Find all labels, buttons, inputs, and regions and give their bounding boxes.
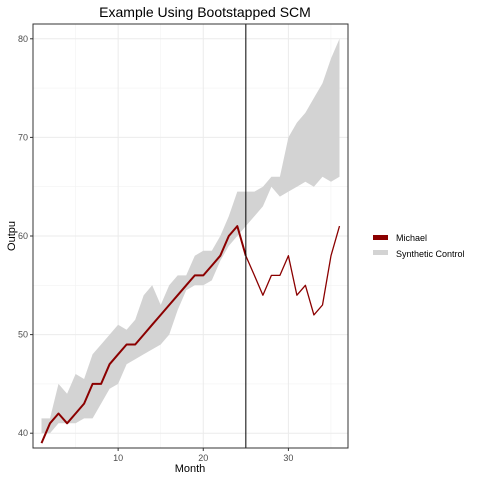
y-tick-label: 40 xyxy=(18,428,28,438)
x-tick-label: 20 xyxy=(198,453,208,463)
x-axis: 10 20 30 xyxy=(113,448,293,463)
y-tick-label: 80 xyxy=(18,34,28,44)
chart-title: Example Using Bootstapped SCM xyxy=(99,4,311,20)
legend-label-michael: Michael xyxy=(396,233,427,243)
y-tick-label: 60 xyxy=(18,231,28,241)
legend: Michael Synthetic Control xyxy=(372,229,465,259)
x-tick-label: 30 xyxy=(283,453,293,463)
y-tick-label: 70 xyxy=(18,132,28,142)
y-axis: 40 50 60 70 80 xyxy=(18,34,33,438)
legend-swatch-synthetic-control xyxy=(373,250,388,255)
legend-swatch-michael xyxy=(373,235,388,240)
y-axis-title: Outpu xyxy=(6,221,18,251)
legend-label-synthetic-control: Synthetic Control xyxy=(396,249,465,259)
y-tick-label: 50 xyxy=(18,330,28,340)
x-tick-label: 10 xyxy=(113,453,123,463)
x-axis-title: Month xyxy=(175,463,206,475)
